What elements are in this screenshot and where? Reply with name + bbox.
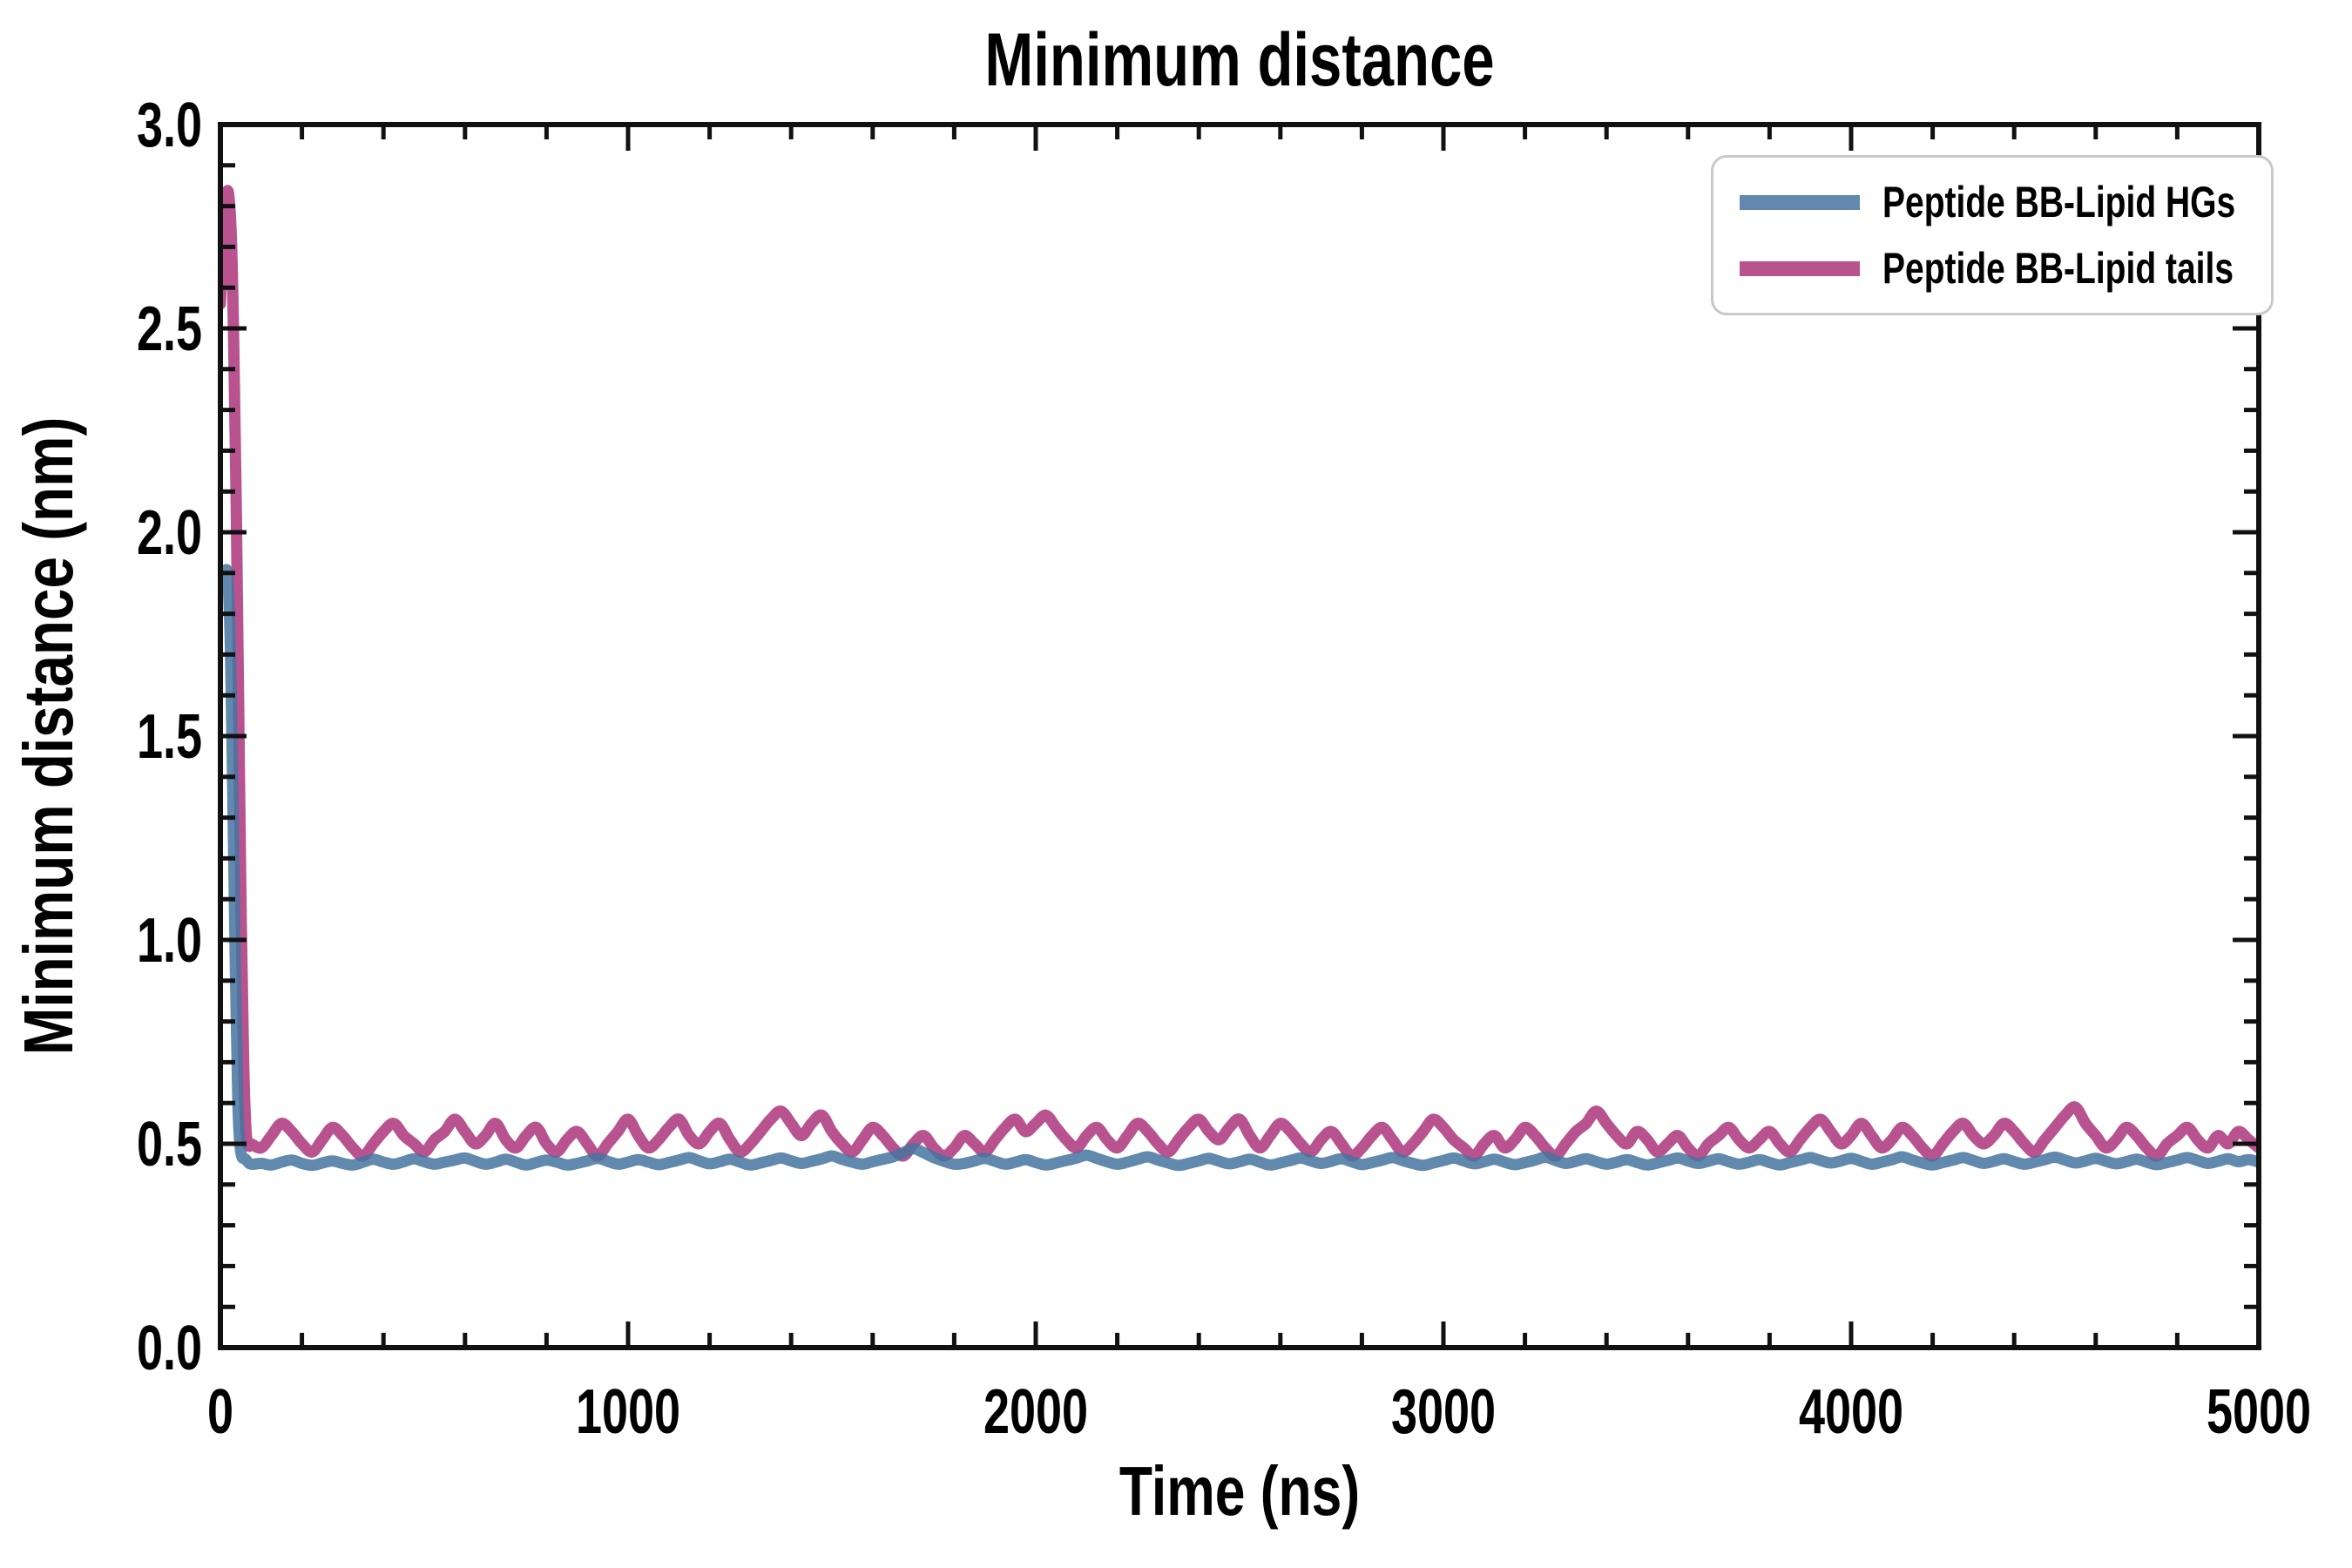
y-tick-label: 0.0 bbox=[137, 1314, 202, 1383]
legend-label-tails: Peptide BB-Lipid tails bbox=[1882, 244, 2234, 293]
legend-item-hgs: Peptide BB-Lipid HGs bbox=[1713, 180, 2271, 224]
x-tick-label: 4000 bbox=[1799, 1377, 1903, 1447]
x-axis-label: Time (ns) bbox=[1119, 1452, 1361, 1530]
x-tick-label: 5000 bbox=[2207, 1377, 2311, 1447]
y-axis-label: Minimum distance (nm) bbox=[10, 416, 87, 1056]
y-tick-label: 1.0 bbox=[137, 906, 202, 976]
y-tick-label: 3.0 bbox=[137, 91, 202, 160]
y-tick-label: 2.0 bbox=[137, 498, 202, 568]
x-tick-label: 1000 bbox=[576, 1377, 680, 1447]
x-tick-label: 3000 bbox=[1391, 1377, 1496, 1447]
x-tick-label: 0 bbox=[207, 1377, 233, 1447]
y-tick-label: 0.5 bbox=[137, 1110, 202, 1179]
y-tick-label: 2.5 bbox=[137, 294, 202, 364]
legend-swatch-tails bbox=[1740, 260, 1860, 276]
legend-swatch-hgs bbox=[1740, 194, 1860, 210]
x-tick-label: 2000 bbox=[983, 1377, 1088, 1447]
y-tick-label: 1.5 bbox=[137, 702, 202, 772]
plot-spines bbox=[218, 122, 2261, 1350]
chart-title: Minimum distance bbox=[984, 18, 1495, 102]
legend-item-tails: Peptide BB-Lipid tails bbox=[1713, 247, 2271, 290]
legend-label-hgs: Peptide BB-Lipid HGs bbox=[1882, 178, 2236, 226]
legend: Peptide BB-Lipid HGs Peptide BB-Lipid ta… bbox=[1711, 155, 2274, 315]
tick-labels: 0 1000 2000 3000 4000 5000 0.0 0.5 1.0 1.5 2.0 2.5 3… bbox=[137, 91, 2311, 1447]
series-line-peptide-bb-lipid-tails bbox=[220, 185, 2259, 1162]
series-line-peptide-bb-lipid-hgs bbox=[220, 564, 2259, 1172]
